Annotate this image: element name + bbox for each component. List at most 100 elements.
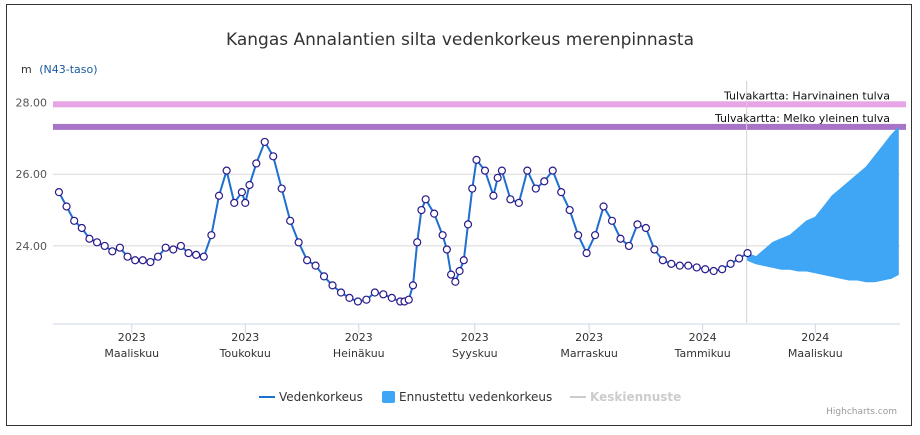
- observed-point: [294, 238, 303, 247]
- y-tick-label: 26.00: [16, 168, 48, 181]
- observed-point: [446, 270, 456, 279]
- observed-point: [336, 288, 346, 297]
- observed-point: [184, 248, 193, 258]
- observed-point: [430, 209, 439, 218]
- observed-point: [286, 216, 295, 225]
- observed-point: [408, 281, 418, 290]
- x-axis: 2023 Maaliskuu 2023 Toukokuu 2023 Heinäkuu 202…: [53, 323, 900, 360]
- observed-point: [451, 277, 460, 286]
- observed-point: [222, 166, 231, 175]
- observed-series: [54, 137, 752, 306]
- flood-band-label: Tulvakartta: Harvinainen tulva: [723, 89, 890, 102]
- observed-point: [77, 223, 86, 233]
- x-tick-year: 2023: [575, 331, 603, 344]
- observed-point: [718, 265, 727, 274]
- legend-item[interactable]: Ennustettu vedenkorkeus: [382, 390, 552, 404]
- observed-point: [100, 241, 109, 251]
- observed-point: [472, 155, 481, 164]
- observed-point: [599, 202, 608, 211]
- observed-point: [480, 166, 490, 175]
- observed-point: [199, 252, 208, 261]
- observed-point: [438, 231, 447, 240]
- observed-point: [353, 297, 363, 306]
- observed-line: [58, 140, 749, 303]
- observed-point: [311, 261, 320, 270]
- observed-point: [582, 248, 591, 258]
- chart-svg: Kangas Annalantien silta vedenkorkeus me…: [16, 30, 906, 417]
- x-tick-year: 2023: [461, 331, 489, 344]
- x-tick-month: Heinäkuu: [333, 347, 385, 360]
- observed-point: [463, 220, 473, 229]
- flood-band-line: [53, 123, 906, 130]
- observed-point: [421, 195, 430, 204]
- observed-point: [523, 166, 532, 175]
- legend-item[interactable]: Keskiennuste: [570, 390, 681, 404]
- observed-point: [161, 243, 170, 252]
- flood-bands: [53, 101, 906, 130]
- observed-point: [169, 245, 178, 254]
- observed-point: [303, 256, 312, 265]
- x-tick-year: 2023: [345, 331, 373, 344]
- observed-point: [493, 173, 502, 182]
- observed-point: [616, 234, 625, 243]
- legend[interactable]: Vedenkorkeus Ennustettu vedenkorkeus Keski…: [259, 390, 681, 404]
- observed-point: [590, 231, 600, 240]
- observed-point: [442, 245, 451, 254]
- observed-point: [514, 198, 523, 207]
- observed-point: [417, 205, 426, 215]
- flood-band-labels: Tulvakartta: Harvinainen tulva Tulvakartt…: [714, 89, 890, 125]
- observed-point: [123, 252, 132, 261]
- observed-point: [540, 177, 549, 186]
- observed-point: [692, 263, 701, 272]
- credits[interactable]: Highcharts.com: [826, 407, 897, 417]
- observed-point: [176, 241, 185, 251]
- observed-point: [557, 188, 566, 197]
- observed-point: [624, 241, 634, 251]
- observed-point: [565, 205, 574, 215]
- flood-band-line: [53, 101, 906, 108]
- observed-point: [701, 265, 710, 274]
- observed-point: [709, 266, 718, 276]
- y-tick-label: 24.00: [16, 240, 48, 253]
- observed-point: [658, 256, 667, 265]
- legend-item[interactable]: Vedenkorkeus: [259, 390, 363, 404]
- observed-point: [633, 220, 642, 229]
- observed-point: [108, 247, 117, 256]
- flood-band-label: Tulvakartta: Melko yleinen tulva: [714, 112, 890, 125]
- observed-point: [497, 166, 507, 175]
- observed-point: [726, 259, 735, 268]
- observed-point: [387, 293, 396, 303]
- observed-point: [70, 216, 79, 225]
- x-tick-month: Tammikuu: [674, 347, 731, 360]
- x-tick-month: Maaliskuu: [104, 347, 159, 360]
- observed-point: [252, 159, 261, 168]
- observed-point: [459, 256, 468, 265]
- observed-point: [328, 281, 337, 290]
- observed-point: [455, 266, 464, 276]
- observed-point: [684, 261, 693, 270]
- legend-label: Ennustettu vedenkorkeus: [399, 390, 552, 404]
- observed-point: [404, 295, 413, 304]
- observed-point: [345, 293, 354, 303]
- observed-point: [138, 256, 147, 265]
- x-tick-month: Syyskuu: [452, 347, 498, 360]
- observed-point: [277, 184, 286, 193]
- legend-label: Vedenkorkeus: [279, 390, 363, 404]
- x-tick-year: 2023: [231, 331, 259, 344]
- observed-point: [269, 152, 278, 161]
- x-tick-year: 2024: [689, 331, 717, 344]
- observed-point: [379, 290, 388, 299]
- observed-point: [650, 245, 659, 254]
- y-tick-label: 28.00: [16, 97, 48, 110]
- y-axis-title: m (N43-taso): [21, 63, 98, 76]
- x-tick-month: Toukokuu: [219, 347, 271, 360]
- chart-container: Kangas Annalantien silta vedenkorkeus me…: [6, 4, 912, 426]
- legend-label: Keskiennuste: [590, 390, 681, 404]
- observed-point: [607, 216, 617, 225]
- observed-point: [319, 272, 329, 281]
- observed-point: [468, 184, 477, 193]
- forecast-area: [746, 81, 899, 323]
- observed-point: [241, 198, 250, 207]
- observed-point: [237, 188, 246, 197]
- observed-point: [153, 252, 163, 261]
